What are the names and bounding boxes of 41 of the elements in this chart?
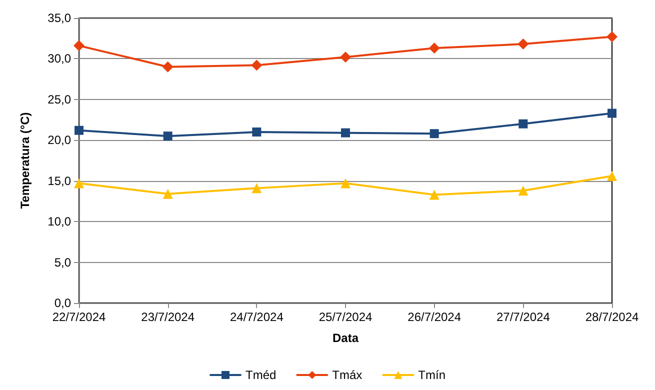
- point: [607, 170, 617, 181]
- point: [340, 178, 350, 188]
- point: [74, 40, 84, 52]
- point: [162, 61, 174, 72]
- point: [340, 52, 351, 63]
- point: [608, 108, 616, 118]
- point: [341, 128, 350, 138]
- point: [429, 190, 440, 200]
- x-tick-label: 22/7/2024: [52, 310, 106, 324]
- point: [252, 128, 262, 136]
- point: [518, 38, 529, 50]
- point: [428, 42, 440, 54]
- point: [162, 188, 173, 199]
- point: [606, 31, 618, 42]
- y-tick-label: 25,0: [48, 92, 72, 106]
- y-tick-label: 0,0: [54, 296, 72, 310]
- y-tick-label: 15,0: [48, 174, 72, 188]
- point: [74, 126, 84, 135]
- x-tick-label: 27/7/2024: [496, 310, 550, 324]
- x-axis-title: Data: [332, 331, 359, 345]
- x-tick-label: 23/7/2024: [141, 310, 195, 324]
- y-tick-label: 20,0: [48, 133, 72, 148]
- point: [252, 183, 262, 194]
- y-tick-label: 5,0: [54, 255, 72, 270]
- y-tick-label: 10,0: [48, 214, 72, 229]
- y-tick-label: 35,0: [48, 11, 72, 25]
- legend-label: Tmáx: [332, 368, 362, 382]
- point: [518, 186, 528, 196]
- point: [430, 129, 439, 138]
- x-tick-label: 24/7/2024: [230, 310, 284, 324]
- point: [518, 119, 528, 128]
- y-tick-label: 30,0: [48, 52, 72, 66]
- x-tick-label: 26/7/2024: [408, 310, 462, 324]
- x-tick-label: 25/7/2024: [318, 310, 373, 324]
- point: [74, 178, 84, 188]
- legend-label: Tmín: [418, 368, 446, 382]
- x-tick-label: 28/7/2024: [585, 310, 640, 324]
- point: [163, 132, 172, 141]
- y-axis-title: Temperatura (°C): [18, 112, 32, 209]
- point: [251, 60, 262, 71]
- legend-label: Tméd: [245, 368, 276, 382]
